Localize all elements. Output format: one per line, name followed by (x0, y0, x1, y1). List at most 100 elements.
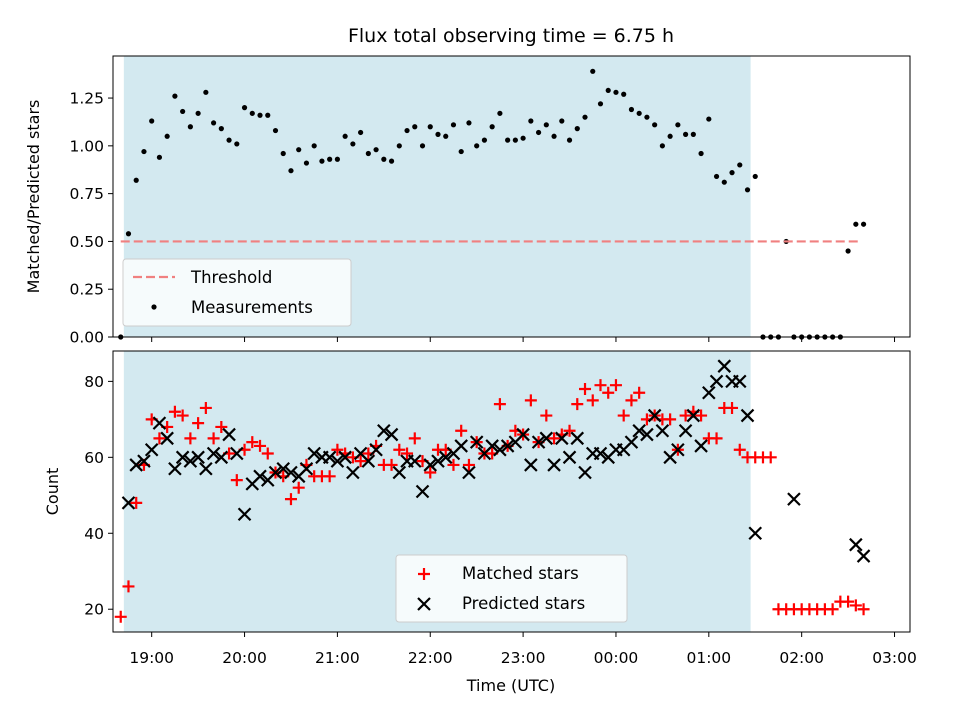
predicted-star-point (191, 450, 205, 465)
matched-star-point (215, 420, 228, 433)
measurement-point (241, 105, 248, 111)
measurement-point (590, 68, 596, 74)
measurement-point (706, 116, 712, 122)
measurement-point (543, 122, 549, 128)
measurement-point (249, 110, 255, 116)
predicted-star-point (175, 450, 190, 465)
measurement-point (195, 110, 201, 116)
predicted-star-point (299, 461, 314, 476)
measurement-point (319, 158, 325, 164)
predicted-star-point (199, 461, 213, 476)
top-axes-frame (112, 55, 911, 338)
measurement-point (605, 87, 611, 94)
measurement-point (474, 143, 480, 149)
matched-star-point (199, 401, 212, 414)
measurement-point (172, 93, 178, 99)
top-legend-box (122, 258, 352, 327)
matched-star-point (385, 458, 398, 471)
predicted-star-point (562, 450, 577, 465)
matched-star-point (192, 417, 205, 430)
predicted-star-point (702, 385, 716, 400)
predicted-star-point (516, 427, 530, 442)
predicted-star-point (121, 496, 136, 510)
predicted-star-point (524, 458, 538, 472)
predicted-star-point (717, 359, 732, 373)
bottom-y-tick-label: 40 (84, 525, 104, 543)
predicted-star-point (361, 454, 376, 468)
predicted-star-point (222, 427, 236, 442)
measurement-point (218, 126, 224, 132)
predicted-star-point (237, 507, 252, 522)
measurement-point (149, 118, 155, 124)
measurements-layer (118, 68, 867, 340)
matched-star-point (633, 386, 646, 399)
top-y-tick-label: 1.25 (69, 90, 104, 108)
predicted-star-point (740, 408, 755, 423)
bottom-legend: Matched stars Predicted stars (395, 554, 628, 623)
matched-star-point (254, 439, 267, 452)
matched-star-point (548, 432, 561, 445)
legend-matched-label: Matched stars (462, 564, 579, 583)
predicted-star-point (384, 427, 399, 442)
measurement-point (466, 120, 472, 126)
legend-threshold-label: Threshold (190, 268, 272, 287)
predicted-star-point (392, 465, 407, 480)
predicted-star-point (152, 416, 167, 430)
measurement-point (272, 127, 279, 134)
measurement-point (265, 112, 271, 118)
predicted-star-point (168, 461, 182, 476)
x-axis-label: Time (UTC) (466, 676, 555, 695)
measurement-point (574, 126, 580, 132)
matched-star-point (849, 599, 862, 612)
matched-star-point (354, 455, 367, 468)
measurement-point (675, 122, 681, 128)
top-legend: Threshold Measurements (122, 258, 352, 327)
predicted-star-point (284, 465, 298, 480)
top-panel: 0.00 0.25 0.50 0.75 1.00 1.25 Matched/Predict… (24, 55, 911, 347)
predicted-star-point (555, 431, 569, 446)
matched-star-point (842, 595, 855, 608)
predicted-star-point (547, 458, 561, 472)
matched-star-point (679, 409, 692, 422)
matched-star-point (826, 603, 839, 616)
measurement-point (497, 110, 503, 116)
matched-star-point (710, 432, 723, 445)
measurement-point (164, 133, 170, 139)
matched-star-point (230, 474, 243, 487)
matched-star-point (184, 432, 197, 445)
matched-star-point (424, 466, 437, 479)
bottom-y-tick-label: 60 (84, 449, 104, 467)
measurement-point (683, 131, 689, 137)
measurement-point (853, 221, 859, 227)
measurement-point (845, 248, 851, 254)
predicted-star-point (647, 408, 662, 423)
measurement-point (226, 137, 232, 143)
bottom-y-ticks: 20 40 60 80 (84, 373, 113, 619)
measurement-point (559, 118, 565, 124)
measurement-point (180, 108, 186, 115)
matched-star-point (695, 409, 708, 422)
predicted-star-point (276, 461, 291, 476)
matched-star-point (602, 386, 615, 399)
matched-star-point (764, 451, 777, 464)
predicted-star-point (686, 408, 701, 423)
matched-star-point (153, 432, 166, 445)
measurement-point (435, 131, 441, 137)
measurement-point (450, 122, 457, 128)
measurement-point (481, 137, 488, 143)
top-y-tick-label: 0.50 (69, 233, 104, 251)
matched-star-point (857, 603, 870, 616)
measurement-point (342, 133, 348, 139)
bottom-y-tick-label: 80 (84, 373, 104, 391)
measurement-point (187, 124, 193, 130)
predicted-star-point (748, 526, 763, 541)
matched-star-point (408, 432, 421, 445)
predicted-star-point (671, 442, 685, 457)
x-tick-label: 01:00 (686, 649, 731, 667)
measurement-point (652, 122, 658, 128)
predicted-star-point (462, 465, 476, 480)
measurement-point (203, 89, 209, 95)
predicted-star-point (678, 423, 693, 438)
matched-star-point (331, 443, 344, 456)
